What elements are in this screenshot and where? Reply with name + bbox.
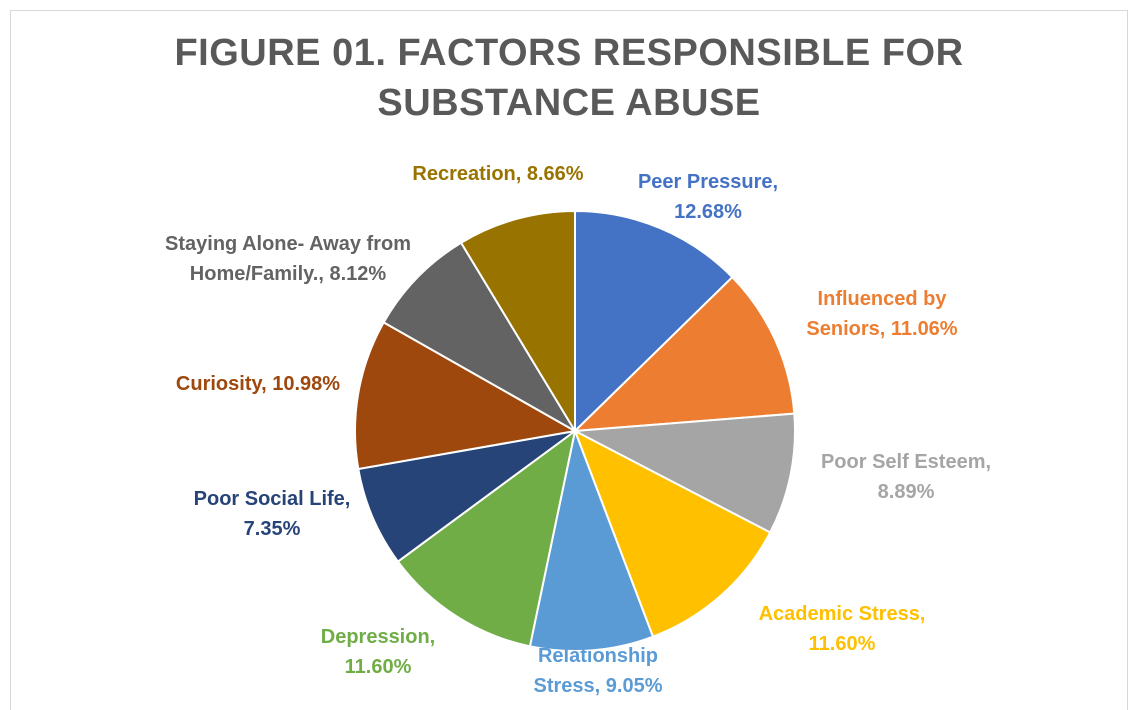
slice-label-line: 11.60% — [345, 656, 412, 678]
pie-slice — [574, 209, 734, 434]
slice-label-line: Poor Self Esteem, — [821, 451, 991, 473]
pie-slice — [382, 241, 578, 434]
slice-label-line: Influenced by — [818, 288, 948, 310]
slice-label-line: 12.68% — [674, 201, 742, 223]
slice-label-line: Academic Stress, — [759, 603, 926, 625]
slice-label-line: Poor Social Life, — [194, 488, 351, 510]
slice-label: Poor Social Life, 7.35% — [194, 488, 351, 540]
pie-slice — [459, 209, 576, 435]
chart-title: FIGURE 01. FACTORS RESPONSIBLE FOR SUBST… — [0, 28, 1138, 128]
slice-label: Curiosity, 10.98% — [176, 373, 340, 395]
slice-label-line: 7.35% — [244, 518, 301, 540]
pie-slice — [354, 321, 578, 471]
slice-label-line: Staying Alone- Away from — [165, 233, 411, 255]
slice-label-line: Home/Family., 8.12% — [190, 263, 387, 285]
slice-label-line: Recreation, 8.66% — [412, 163, 583, 185]
slice-label: Relationship Stress, 9.05% — [534, 645, 663, 697]
slice-label: Influenced by Seniors, 11.06% — [806, 288, 957, 340]
slice-label-line: Curiosity, 10.98% — [176, 373, 340, 395]
chart-title-line-1: FIGURE 01. FACTORS RESPONSIBLE FOR — [174, 32, 964, 74]
pie-slice — [357, 430, 576, 563]
slice-label-line: Relationship — [538, 645, 658, 667]
slice-label-line: 8.89% — [878, 481, 935, 503]
slice-label-line: Peer Pressure, — [638, 171, 778, 193]
pie-slice — [573, 428, 772, 639]
slice-label: Recreation, 8.66% — [412, 163, 583, 185]
slice-label: Academic Stress, 11.60% — [759, 603, 926, 655]
pie-slice — [572, 275, 796, 433]
pie-slice — [571, 412, 796, 534]
slice-label: Poor Self Esteem, 8.89% — [821, 451, 991, 503]
slice-label: Staying Alone- Away from Home/Family., 8.… — [165, 233, 411, 285]
slice-label: Peer Pressure, 12.68% — [638, 171, 778, 223]
slice-label-line: 11.60% — [809, 633, 876, 655]
pie-slice — [396, 428, 577, 648]
slice-label-line: Seniors, 11.06% — [806, 318, 957, 340]
slice-label-line: Stress, 9.05% — [534, 675, 663, 697]
pie-labels: Peer Pressure, 12.68% Influenced by Seniors… — [165, 163, 991, 697]
slice-label: Depression, 11.60% — [321, 626, 435, 678]
pie-slice — [528, 427, 655, 652]
pie-slices — [354, 209, 796, 652]
chart-title-line-2: SUBSTANCE ABUSE — [377, 82, 761, 124]
slice-label-line: Depression, — [321, 626, 435, 648]
